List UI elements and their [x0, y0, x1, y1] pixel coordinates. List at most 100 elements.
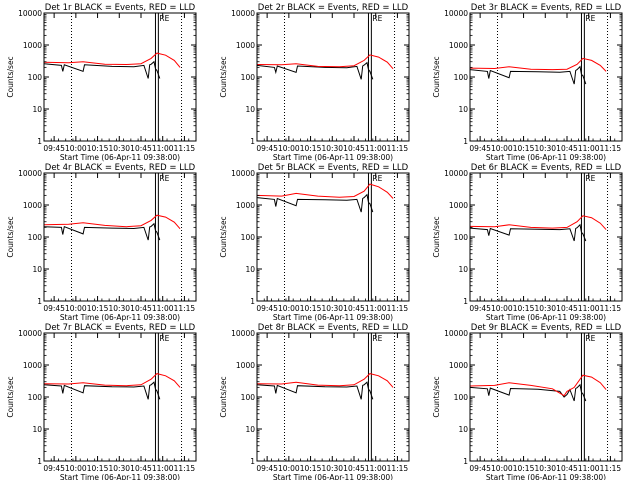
y-tick-label: 1: [250, 457, 255, 466]
x-axis-label: Start Time (06-Apr-11 09:38:00): [60, 313, 180, 322]
y-tick-label: 10000: [18, 9, 42, 18]
panel-title: Det 7r BLACK = Events, RED = LLD: [45, 323, 196, 333]
y-tick-label: 1: [37, 297, 42, 306]
x-tick-label: 10:30: [534, 144, 556, 153]
events-line: [469, 65, 587, 85]
y-tick-label: 10000: [444, 329, 468, 338]
x-tick-label: 09:45: [43, 144, 65, 153]
x-tick-label: 10:30: [321, 144, 343, 153]
panel-title: Det 2r BLACK = Events, RED = LLD: [258, 3, 409, 13]
lld-line: [256, 373, 394, 388]
y-axis-label: Counts/sec: [6, 216, 15, 257]
x-tick-label: 10:15: [513, 464, 535, 473]
x-tick-label: 11:00: [152, 304, 174, 313]
lld-line: [469, 57, 607, 72]
events-line: [43, 222, 161, 241]
x-tick-label: 11:00: [578, 464, 600, 473]
marker-label: RE: [372, 334, 382, 343]
x-tick-label: 11:00: [152, 144, 174, 153]
panel-title: Det 6r BLACK = Events, RED = LLD: [471, 163, 622, 173]
y-tick-label: 10: [245, 265, 255, 274]
x-tick-label: 10:00: [491, 464, 513, 473]
y-tick-label: 1000: [236, 361, 255, 370]
y-tick-label: 10: [458, 105, 468, 114]
lld-line: [43, 214, 181, 230]
x-axis-label: Start Time (06-Apr-11 09:38:00): [486, 313, 606, 322]
x-tick-label: 10:00: [491, 144, 513, 153]
y-tick-label: 1000: [449, 201, 468, 210]
x-tick-label: 10:45: [130, 144, 152, 153]
y-tick-label: 10000: [231, 169, 255, 178]
y-tick-label: 100: [454, 73, 469, 82]
y-tick-label: 100: [454, 233, 469, 242]
y-axis-label: Counts/sec: [432, 216, 441, 257]
y-tick-label: 1: [463, 457, 468, 466]
lld-line: [43, 373, 181, 388]
x-tick-label: 10:00: [278, 144, 300, 153]
x-tick-label: 09:45: [469, 144, 491, 153]
marker-label: RE: [585, 334, 595, 343]
x-tick-label: 10:15: [300, 464, 322, 473]
x-tick-label: 10:45: [130, 464, 152, 473]
x-tick-label: 11:15: [174, 464, 196, 473]
x-tick-label: 10:30: [108, 144, 130, 153]
x-tick-label: 09:45: [43, 464, 65, 473]
panel-title: Det 5r BLACK = Events, RED = LLD: [258, 163, 409, 173]
lld-line: [469, 215, 607, 230]
y-tick-label: 10000: [444, 9, 468, 18]
x-tick-label: 11:00: [578, 304, 600, 313]
y-tick-label: 10: [245, 105, 255, 114]
x-tick-label: 10:00: [65, 304, 87, 313]
x-tick-label: 09:45: [43, 304, 65, 313]
y-axis-label: Counts/sec: [219, 216, 228, 257]
x-axis-label: Start Time (06-Apr-11 09:38:00): [486, 473, 606, 480]
x-tick-label: 11:00: [365, 144, 387, 153]
marker-label: RE: [585, 14, 595, 23]
panel-title: Det 4r BLACK = Events, RED = LLD: [45, 163, 196, 173]
marker-label: RE: [159, 334, 169, 343]
x-tick-label: 11:15: [600, 144, 622, 153]
x-tick-label: 10:15: [300, 304, 322, 313]
y-tick-label: 10: [32, 425, 42, 434]
y-axis-label: Counts/sec: [432, 56, 441, 97]
y-tick-label: 10: [32, 105, 42, 114]
y-axis-label: Counts/sec: [6, 56, 15, 97]
y-tick-label: 1: [463, 297, 468, 306]
y-tick-label: 10000: [18, 329, 42, 338]
x-tick-label: 10:15: [87, 464, 109, 473]
marker-label: RE: [159, 14, 169, 23]
y-tick-label: 1000: [23, 361, 42, 370]
y-tick-label: 10: [458, 265, 468, 274]
y-axis-label: Counts/sec: [6, 376, 15, 417]
x-tick-label: 10:15: [87, 144, 109, 153]
x-tick-label: 10:45: [130, 304, 152, 313]
x-axis-label: Start Time (06-Apr-11 09:38:00): [60, 473, 180, 480]
events-line: [43, 381, 161, 400]
y-tick-label: 100: [28, 393, 43, 402]
y-tick-label: 100: [28, 73, 43, 82]
x-tick-label: 11:15: [387, 304, 409, 313]
events-line: [256, 61, 374, 80]
x-tick-label: 10:45: [343, 144, 365, 153]
x-tick-label: 10:00: [65, 464, 87, 473]
x-axis-label: Start Time (06-Apr-11 09:38:00): [273, 313, 393, 322]
x-tick-label: 09:45: [256, 144, 278, 153]
x-tick-label: 10:00: [491, 304, 513, 313]
x-tick-label: 11:15: [174, 304, 196, 313]
y-tick-label: 1000: [236, 41, 255, 50]
x-tick-label: 10:30: [108, 464, 130, 473]
y-tick-label: 10000: [231, 9, 255, 18]
marker-label: RE: [585, 174, 595, 183]
x-tick-label: 10:15: [513, 304, 535, 313]
events-line: [43, 60, 161, 79]
x-tick-label: 10:45: [556, 144, 578, 153]
x-tick-label: 11:00: [365, 304, 387, 313]
panel-title: Det 8r BLACK = Events, RED = LLD: [258, 323, 409, 333]
